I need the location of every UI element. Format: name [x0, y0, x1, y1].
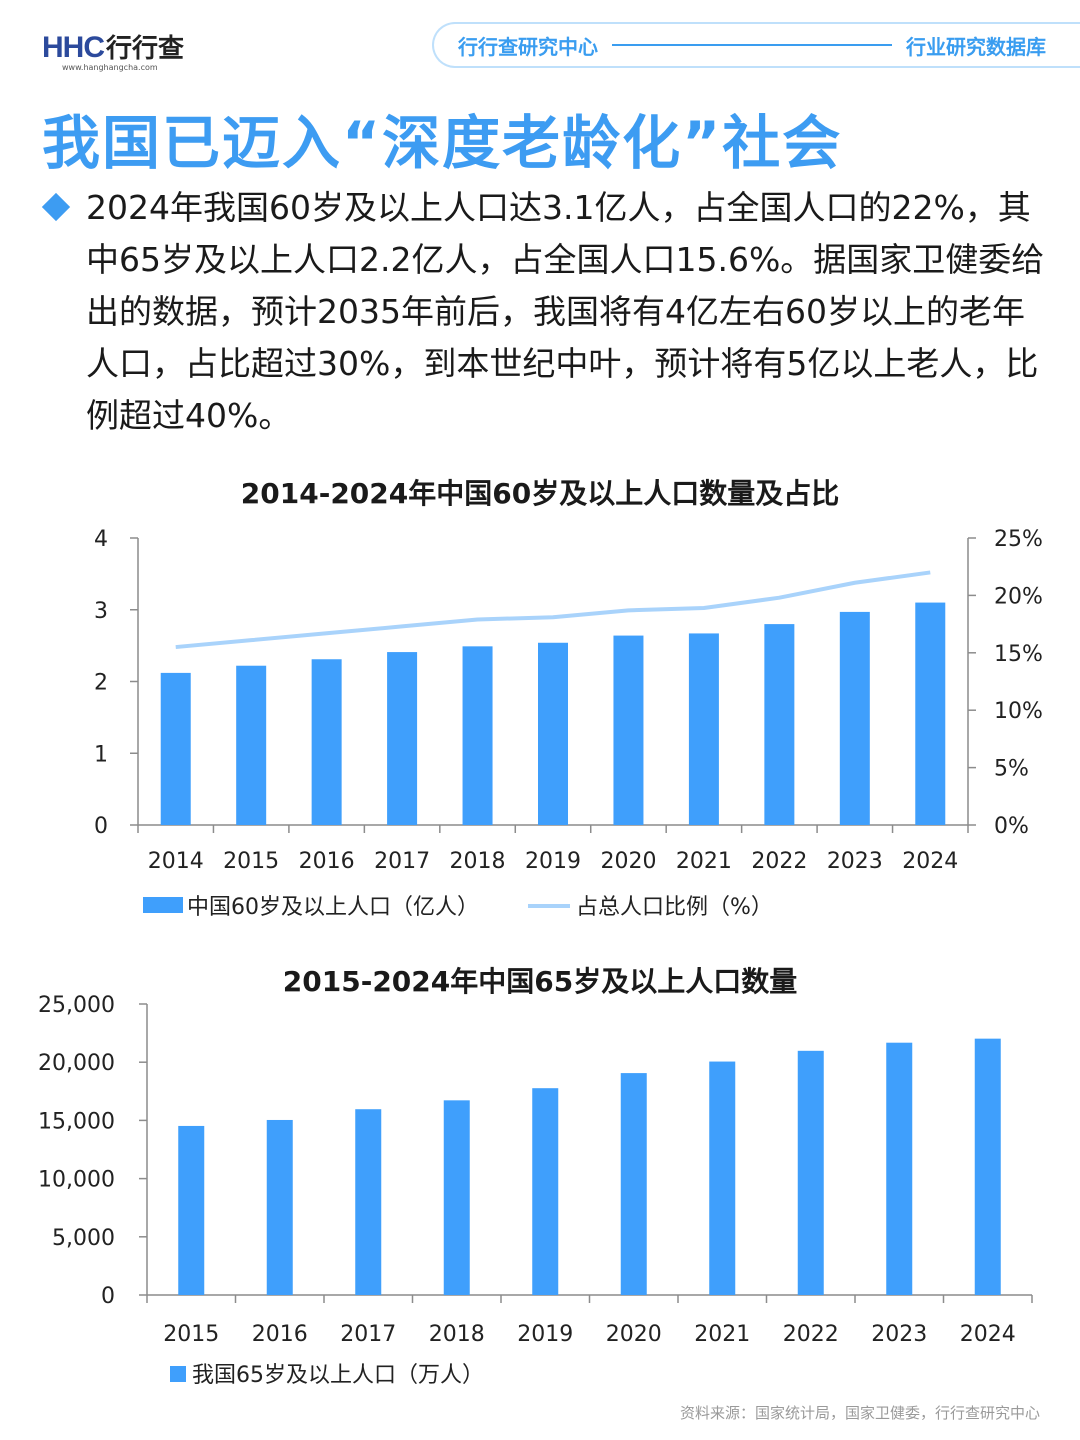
x-tick-label: 2019 — [525, 849, 581, 874]
y-tick-label: 2 — [94, 671, 108, 696]
x-tick-label: 2024 — [960, 1322, 1016, 1347]
y2-tick-label: 20% — [994, 584, 1043, 609]
bar — [613, 635, 644, 825]
legend-line-label: 占总人口比例（%） — [576, 895, 773, 920]
bar — [178, 1125, 205, 1295]
x-tick-label: 2018 — [450, 849, 506, 874]
logo-mark: HHC — [42, 31, 105, 64]
bar — [266, 1119, 293, 1295]
y2-tick-label: 25% — [994, 527, 1043, 552]
x-tick-label: 2021 — [676, 849, 732, 874]
x-tick-label: 2018 — [429, 1322, 485, 1347]
source-note: 资料来源：国家统计局，国家卫健委，行行查研究中心 — [679, 1404, 1040, 1422]
ratio-series-line — [175, 570, 931, 650]
legend-bar-swatch — [143, 897, 183, 913]
y2-tick-label: 10% — [994, 699, 1043, 724]
x-tick-label: 2020 — [606, 1322, 662, 1347]
x-tick-label: 2022 — [751, 849, 807, 874]
bar — [620, 1073, 647, 1295]
x-tick-label: 2014 — [148, 849, 204, 874]
bar — [709, 1061, 736, 1295]
chart1-title: 2014-2024年中国60岁及以上人口数量及占比 — [240, 477, 840, 510]
bar — [797, 1050, 824, 1295]
x-tick-label: 2015 — [163, 1322, 219, 1347]
bar — [387, 652, 418, 825]
y-tick-label: 15,000 — [38, 1109, 115, 1134]
logo-name: 行行查 — [106, 34, 185, 64]
bar — [355, 1109, 382, 1295]
y-tick-label: 25,000 — [38, 993, 115, 1018]
diamond-bullet-icon — [41, 192, 71, 222]
bar — [688, 633, 719, 825]
header-divider — [612, 44, 892, 46]
x-tick-label: 2020 — [600, 849, 656, 874]
page-title: 我国已迈入“深度老龄化”社会 — [42, 109, 843, 177]
y-tick-label: 10,000 — [38, 1168, 115, 1193]
y-tick-label: 0 — [94, 814, 108, 839]
y-tick-label: 0 — [101, 1284, 115, 1309]
y-tick-label: 5,000 — [52, 1226, 115, 1251]
legend-bar-label: 中国60岁及以上人口（亿人） — [187, 895, 479, 920]
chart2-65plus-population: 0 5,000 10,000 15,000 20,000 25,000 2015 2016 20… — [38, 993, 1033, 1388]
bar — [462, 646, 493, 825]
chart2-title: 2015-2024年中国65岁及以上人口数量 — [282, 965, 798, 998]
x-tick-label: 2017 — [340, 1322, 396, 1347]
bar — [311, 659, 342, 825]
bar — [839, 611, 870, 825]
legend-bar-swatch — [170, 1366, 186, 1382]
logo-url: www.hanghangcha.com — [62, 63, 158, 72]
x-tick-label: 2016 — [252, 1322, 308, 1347]
bar — [886, 1042, 913, 1295]
y-tick-label: 1 — [94, 742, 108, 767]
brand-logo: HHC 行行查 www.hanghangcha.com — [42, 28, 184, 72]
bar — [538, 642, 568, 825]
chart1-60plus-population: 0 1 2 3 4 0% 5% 10% 15% 20% 25% 2014 2015 2016 2017 201… — [94, 527, 1043, 920]
bar — [160, 672, 191, 825]
x-tick-label: 2017 — [374, 849, 430, 874]
x-tick-label: 2016 — [299, 849, 355, 874]
x-tick-label: 2023 — [871, 1322, 927, 1347]
y2-tick-label: 5% — [994, 757, 1029, 782]
x-tick-label: 2023 — [827, 849, 883, 874]
bar — [974, 1038, 1001, 1295]
y-tick-label: 3 — [94, 599, 108, 624]
bar — [532, 1088, 559, 1295]
header-db-label: 行业研究数据库 — [906, 34, 1046, 59]
x-tick-label: 2022 — [783, 1322, 839, 1347]
bar — [915, 602, 946, 825]
x-tick-label: 2024 — [902, 849, 958, 874]
bar — [443, 1100, 470, 1295]
x-tick-label: 2021 — [694, 1322, 750, 1347]
x-tick-label: 2019 — [517, 1322, 573, 1347]
y2-tick-label: 15% — [994, 642, 1043, 667]
legend-bar-label: 我国65岁及以上人口（万人） — [192, 1363, 484, 1388]
header-banner: 行行查研究中心 行业研究数据库 — [432, 22, 1080, 68]
bar — [236, 665, 267, 825]
y2-tick-label: 0% — [994, 814, 1029, 839]
intro-paragraph: 2024年我国60岁及以上人口达3.1亿人，占全国人口的22%，其中65岁及以上… — [86, 188, 1045, 435]
y-tick-label: 4 — [94, 527, 108, 552]
y-tick-label: 20,000 — [38, 1051, 115, 1076]
bar — [764, 624, 795, 825]
header-org-label: 行行查研究中心 — [458, 34, 598, 59]
x-tick-label: 2015 — [223, 849, 279, 874]
